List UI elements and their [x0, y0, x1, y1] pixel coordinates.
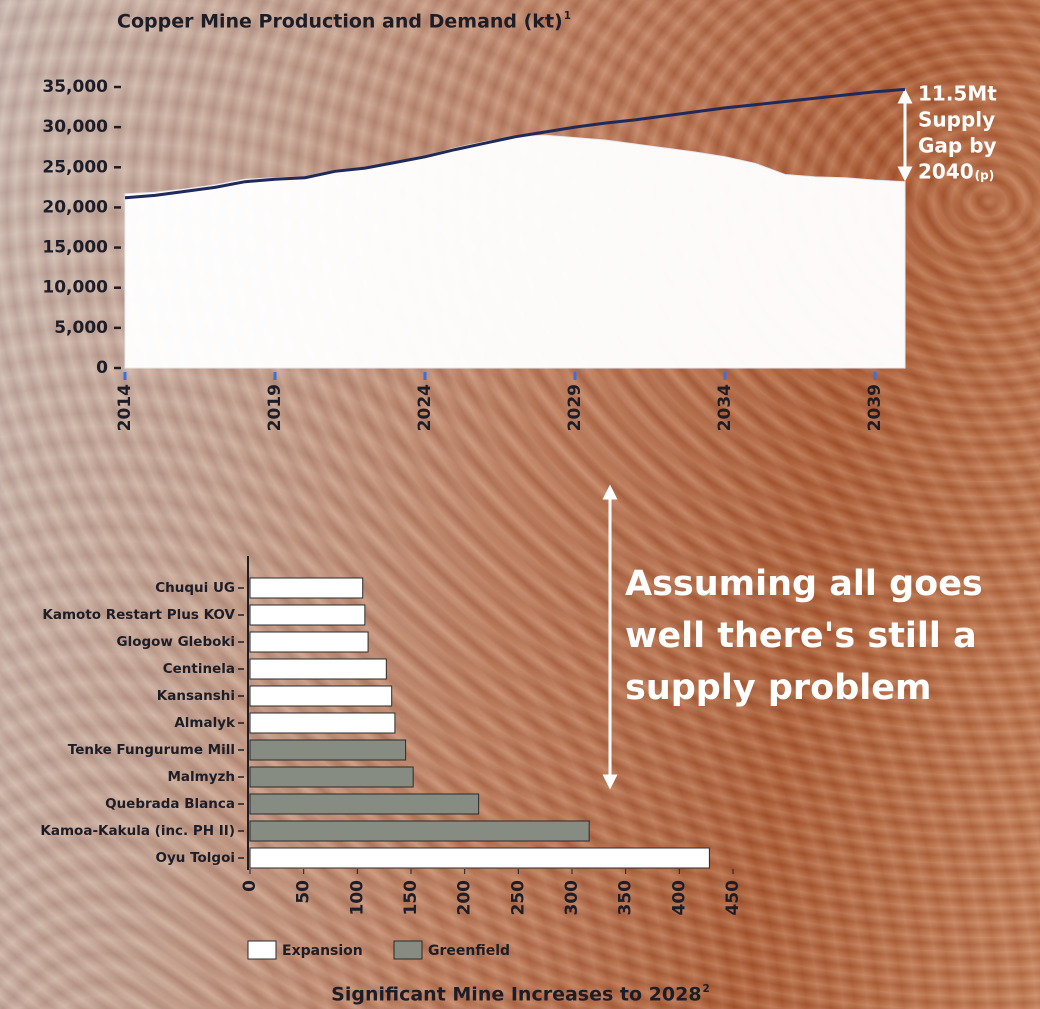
title-footnote: 1	[564, 10, 571, 22]
bar	[249, 793, 480, 815]
x-tick-label: 200	[455, 880, 475, 916]
x-tick-label: 2019	[265, 384, 285, 431]
y-tick-label: 20,000	[42, 197, 108, 217]
bar	[249, 820, 590, 842]
x-tick-label: 450	[723, 880, 743, 916]
bar	[249, 739, 407, 761]
x-tick-label: 2014	[115, 384, 135, 431]
x-tick-label: 400	[669, 880, 689, 916]
callout-text: well there's still a	[625, 616, 977, 656]
bar	[249, 766, 414, 788]
bar	[249, 847, 710, 869]
category-label: Oyu Tolgoi	[156, 850, 235, 866]
y-tick-label: 15,000	[42, 238, 108, 258]
y-tick-label: 10,000	[42, 278, 108, 298]
category-label: Kamoto Restart Plus KOV	[42, 607, 235, 623]
x-tick-label: 0	[240, 880, 260, 892]
gap-annotation: 2040	[918, 160, 974, 184]
y-tick-label: 5,000	[54, 318, 108, 338]
y-tick-label: 30,000	[42, 117, 108, 137]
gap-annotation: Supply	[918, 108, 995, 132]
category-label: Tenke Fungurume Mill	[68, 742, 235, 758]
category-label: Kansanshi	[157, 688, 235, 704]
x-tick-label: 50	[294, 880, 314, 904]
legend-swatch	[247, 940, 277, 960]
bar	[249, 712, 396, 734]
x-tick-label: 100	[347, 880, 367, 916]
y-tick-label: 35,000	[42, 77, 108, 97]
category-label: Chuqui UG	[155, 580, 235, 596]
demand-line	[124, 87, 906, 200]
category-label: Centinela	[163, 661, 235, 677]
y-tick-label: 25,000	[42, 157, 108, 177]
bar	[249, 685, 393, 707]
chart-title: Significant Mine Increases to 2028	[331, 984, 701, 1006]
gap-annotation: 11.5Mt	[918, 82, 997, 106]
production-area	[124, 134, 906, 369]
x-tick-label: 2029	[565, 384, 585, 431]
callout-text: supply problem	[625, 668, 931, 708]
gap-annotation: Gap by	[918, 134, 997, 158]
gap-annotation-suffix: (p)	[975, 169, 995, 183]
category-label: Malmyzh	[167, 769, 235, 785]
bar	[249, 658, 387, 680]
x-tick-label: 2039	[865, 384, 885, 431]
x-tick-label: 300	[562, 880, 582, 916]
callout-text: Assuming all goes	[625, 564, 983, 604]
title-footnote: 2	[703, 983, 710, 995]
x-tick-label: 2024	[415, 384, 435, 431]
legend-label: Expansion	[282, 943, 363, 959]
category-label: Glogow Gleboki	[116, 634, 235, 650]
bar	[249, 631, 369, 653]
x-tick-label: 350	[616, 880, 636, 916]
category-label: Quebrada Blanca	[105, 796, 235, 812]
chart-title: Copper Mine Production and Demand (kt)	[117, 11, 563, 33]
x-tick-label: 150	[401, 880, 421, 916]
category-label: Kamoa-Kakula (inc. PH II)	[40, 823, 235, 839]
x-tick-label: 250	[508, 880, 528, 916]
legend-label: Greenfield	[428, 943, 510, 959]
x-tick-label: 2034	[715, 384, 735, 431]
bar	[249, 604, 366, 626]
legend-swatch	[393, 940, 423, 960]
category-label: Almalyk	[174, 715, 236, 731]
bar	[249, 577, 364, 599]
y-tick-label: 0	[96, 358, 108, 378]
